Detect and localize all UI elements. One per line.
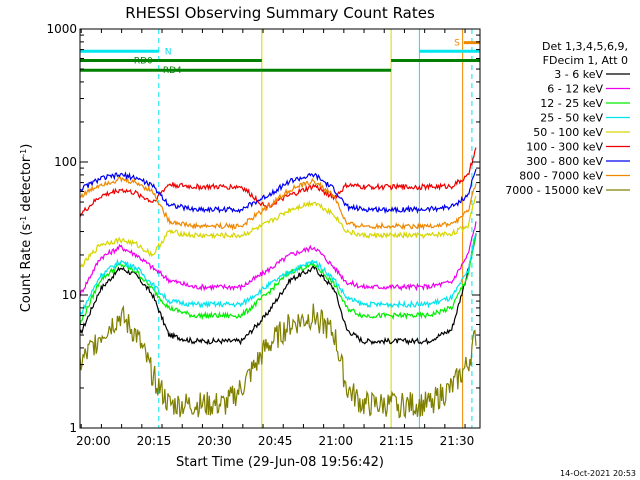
legend-label-5: 100 - 300 keV — [526, 141, 603, 154]
y-tick-label-1: 10 — [62, 288, 77, 302]
y-axis-label-end: ) — [19, 144, 34, 149]
x-tick-label-2: 20:30 — [197, 434, 232, 448]
y-axis-label: Count Rate (s-1 detector-1) — [19, 144, 35, 313]
x-axis-label: Start Time (29-Jun-08 19:56:42) — [176, 455, 384, 470]
overlay-markers: N RD0 RD4 S — [79, 29, 481, 428]
series-line-3 — [79, 232, 477, 316]
footer-timestamp: 14-Oct-2021 20:53 — [560, 469, 636, 478]
legend-label-6: 300 - 800 keV — [526, 155, 603, 168]
marker-label-7: S — [454, 39, 460, 49]
legend-label-1: 6 - 12 keV — [547, 83, 603, 96]
x-tick-label-6: 21:30 — [440, 434, 475, 448]
series-line-7 — [79, 176, 477, 231]
x-tick-label-1: 20:15 — [137, 434, 172, 448]
legend-label-7: 800 - 7000 keV — [519, 170, 603, 183]
marker-label-2: RD0 — [134, 56, 153, 66]
legend-label-8: 7000 - 15000 keV — [505, 184, 603, 197]
series-line-1 — [79, 221, 477, 298]
x-tick-label-3: 20:45 — [258, 434, 293, 448]
legend-label-2: 12 - 25 keV — [540, 97, 603, 110]
x-tick-label-0: 20:00 — [76, 434, 111, 448]
y-tick-label-0: 1 — [69, 421, 77, 435]
series-line-6 — [79, 168, 477, 215]
legend: Det 1,3,4,5,6,9,FDecim 1, Att 03 - 6 keV… — [505, 40, 630, 197]
legend-label-4: 50 - 100 keV — [533, 126, 603, 139]
legend-label-3: 25 - 50 keV — [540, 112, 603, 125]
legend-label-0: 3 - 6 keV — [554, 68, 603, 81]
axes: 1 10 100 1000 20:00 20:15 20:30 20:45 21:00 21:15… — [46, 22, 481, 448]
plot-frame — [79, 28, 481, 429]
y-axis-label-main: Count Rate (s — [19, 224, 34, 313]
y-axis-label-sup2: -1 — [19, 149, 28, 157]
legend-header-0: Det 1,3,4,5,6,9, — [542, 40, 628, 53]
y-axis-label-mid: detector — [19, 156, 34, 216]
series-line-4 — [79, 195, 477, 269]
marker-label-0: N — [165, 47, 172, 57]
y-tick-label-2: 100 — [54, 155, 77, 169]
x-tick-label-4: 21:00 — [318, 434, 353, 448]
chart-title: RHESSI Observing Summary Count Rates — [125, 4, 435, 22]
x-tick-label-5: 21:15 — [379, 434, 414, 448]
series-line-0 — [79, 233, 477, 346]
series-layer — [79, 147, 477, 419]
series-line-5 — [79, 147, 477, 218]
y-axis-label-sup1: -1 — [19, 216, 28, 224]
y-tick-label-3: 1000 — [46, 22, 77, 36]
legend-header-1: FDecim 1, Att 0 — [543, 54, 628, 67]
series-line-8 — [79, 303, 477, 419]
marker-label-3: RD4 — [163, 66, 182, 76]
